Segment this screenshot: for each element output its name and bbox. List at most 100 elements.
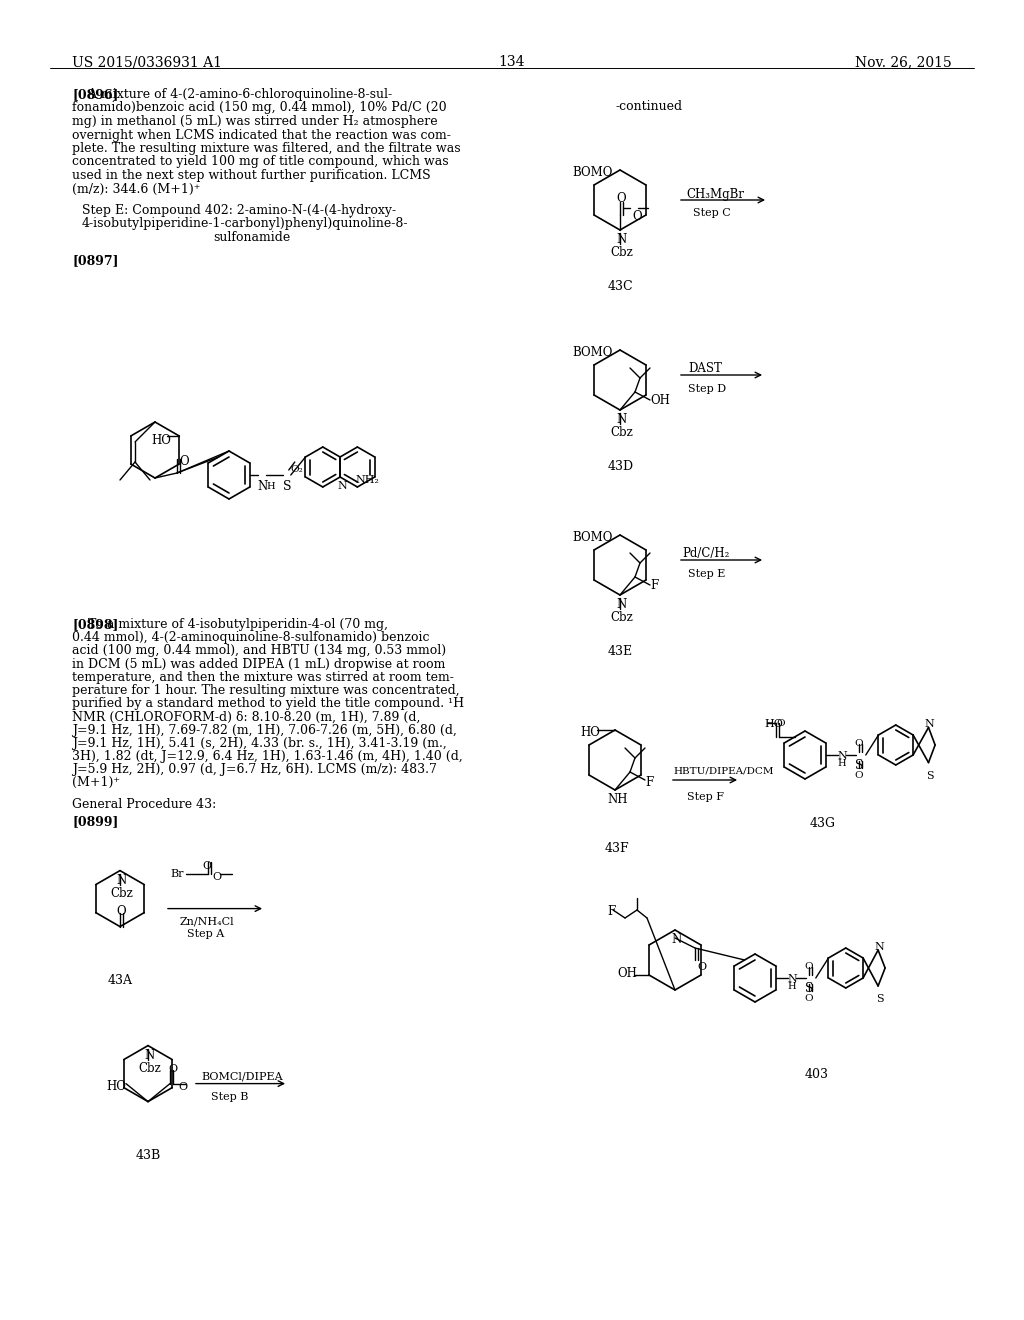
Text: J=9.1 Hz, 1H), 5.41 (s, 2H), 4.33 (br. s., 1H), 3.41-3.19 (m.,: J=9.1 Hz, 1H), 5.41 (s, 2H), 4.33 (br. s… — [72, 737, 446, 750]
Text: BOMCl/DIPEA: BOMCl/DIPEA — [201, 1072, 283, 1081]
Text: Zn/NH₄Cl: Zn/NH₄Cl — [180, 916, 234, 927]
Text: 3H), 1.82 (dt, J=12.9, 6.4 Hz, 1H), 1.63-1.46 (m, 4H), 1.40 (d,: 3H), 1.82 (dt, J=12.9, 6.4 Hz, 1H), 1.63… — [72, 750, 463, 763]
Text: (m/z): 344.6 (M+1)⁺: (m/z): 344.6 (M+1)⁺ — [72, 182, 201, 195]
Text: N: N — [874, 942, 884, 952]
Text: S: S — [805, 982, 813, 995]
Text: -continued: -continued — [615, 100, 682, 114]
Text: N: N — [616, 598, 627, 611]
Text: J=5.9 Hz, 2H), 0.97 (d, J=6.7 Hz, 6H). LCMS (m/z): 483.7: J=5.9 Hz, 2H), 0.97 (d, J=6.7 Hz, 6H). L… — [72, 763, 437, 776]
Text: H: H — [787, 982, 797, 991]
Text: To a mixture of 4-isobutylpiperidin-4-ol (70 mg,: To a mixture of 4-isobutylpiperidin-4-ol… — [72, 618, 388, 631]
Text: overnight when LCMS indicated that the reaction was com-: overnight when LCMS indicated that the r… — [72, 128, 451, 141]
Text: NMR (CHLOROFORM-d) δ: 8.10-8.20 (m, 1H), 7.89 (d,: NMR (CHLOROFORM-d) δ: 8.10-8.20 (m, 1H),… — [72, 710, 421, 723]
Text: CH₃MgBr: CH₃MgBr — [686, 187, 744, 201]
Text: N: N — [787, 974, 798, 983]
Text: H: H — [838, 759, 847, 768]
Text: HO: HO — [765, 719, 783, 729]
Text: N: N — [337, 480, 347, 491]
Text: Cbz: Cbz — [610, 426, 633, 440]
Text: F: F — [650, 579, 658, 591]
Text: 43E: 43E — [608, 645, 633, 657]
Text: Step E: Compound 402: 2-amino-N-(4-(4-hydroxy-: Step E: Compound 402: 2-amino-N-(4-(4-hy… — [82, 205, 396, 216]
Text: N: N — [671, 933, 681, 946]
Text: O: O — [855, 771, 863, 780]
Text: 43D: 43D — [608, 459, 634, 473]
Text: N: N — [144, 1048, 155, 1061]
Text: 43A: 43A — [108, 974, 133, 986]
Text: acid (100 mg, 0.44 mmol), and HBTU (134 mg, 0.53 mmol): acid (100 mg, 0.44 mmol), and HBTU (134 … — [72, 644, 446, 657]
Text: 43B: 43B — [136, 1148, 161, 1162]
Text: S: S — [877, 994, 884, 1005]
Text: F: F — [607, 906, 615, 917]
Text: O: O — [632, 210, 642, 223]
Text: fonamido)benzoic acid (150 mg, 0.44 mmol), 10% Pd/C (20: fonamido)benzoic acid (150 mg, 0.44 mmol… — [72, 102, 446, 115]
Text: [0899]: [0899] — [72, 816, 119, 829]
Text: [0898]: [0898] — [72, 618, 119, 631]
Text: 134: 134 — [499, 55, 525, 69]
Text: F: F — [645, 776, 653, 789]
Text: HO: HO — [106, 1080, 126, 1093]
Text: N: N — [925, 719, 934, 730]
Text: H: H — [267, 482, 275, 491]
Text: General Procedure 43:: General Procedure 43: — [72, 797, 216, 810]
Text: O: O — [178, 1081, 187, 1092]
Text: temperature, and then the mixture was stirred at room tem-: temperature, and then the mixture was st… — [72, 671, 454, 684]
Text: Step C: Step C — [693, 209, 731, 218]
Text: Cbz: Cbz — [610, 246, 633, 259]
Text: O: O — [179, 455, 188, 469]
Text: OH: OH — [617, 968, 637, 979]
Text: [0896]: [0896] — [72, 88, 119, 102]
Text: NH₂: NH₂ — [355, 475, 379, 484]
Text: 43G: 43G — [810, 817, 836, 830]
Text: perature for 1 hour. The resulting mixture was concentrated,: perature for 1 hour. The resulting mixtu… — [72, 684, 460, 697]
Text: O: O — [212, 871, 221, 882]
Text: Step E: Step E — [688, 569, 725, 579]
Text: used in the next step without further purification. LCMS: used in the next step without further pu… — [72, 169, 431, 182]
Text: in DCM (5 mL) was added DIPEA (1 mL) dropwise at room: in DCM (5 mL) was added DIPEA (1 mL) dro… — [72, 657, 445, 671]
Text: N: N — [258, 480, 268, 492]
Text: sulfonamide: sulfonamide — [213, 231, 291, 244]
Text: 4-isobutylpiperidine-1-carbonyl)phenyl)quinoline-8-: 4-isobutylpiperidine-1-carbonyl)phenyl)q… — [82, 218, 409, 231]
Text: Cbz: Cbz — [610, 611, 633, 624]
Text: plete. The resulting mixture was filtered, and the filtrate was: plete. The resulting mixture was filtere… — [72, 143, 461, 154]
Text: N: N — [616, 234, 627, 246]
Text: HO: HO — [152, 434, 171, 447]
Text: O₂: O₂ — [291, 465, 303, 474]
Text: mg) in methanol (5 mL) was stirred under H₂ atmosphere: mg) in methanol (5 mL) was stirred under… — [72, 115, 437, 128]
Text: O: O — [805, 994, 813, 1003]
Text: O: O — [616, 191, 626, 205]
Text: Nov. 26, 2015: Nov. 26, 2015 — [855, 55, 952, 69]
Text: Cbz: Cbz — [138, 1061, 161, 1074]
Text: concentrated to yield 100 mg of title compound, which was: concentrated to yield 100 mg of title co… — [72, 156, 449, 169]
Text: O: O — [168, 1064, 177, 1073]
Text: (M+1)⁺: (M+1)⁺ — [72, 776, 120, 789]
Text: HO: HO — [580, 726, 600, 739]
Text: J=9.1 Hz, 1H), 7.69-7.82 (m, 1H), 7.06-7.26 (m, 5H), 6.80 (d,: J=9.1 Hz, 1H), 7.69-7.82 (m, 1H), 7.06-7… — [72, 723, 457, 737]
Text: 43F: 43F — [605, 842, 630, 855]
Text: Step B: Step B — [211, 1092, 249, 1102]
Text: O: O — [697, 962, 707, 972]
Text: Cbz: Cbz — [110, 887, 133, 900]
Text: Step D: Step D — [688, 384, 726, 393]
Text: US 2015/0336931 A1: US 2015/0336931 A1 — [72, 55, 222, 69]
Text: 43C: 43C — [608, 280, 634, 293]
Text: N: N — [838, 751, 848, 762]
Text: BOMO: BOMO — [572, 346, 612, 359]
Text: N: N — [116, 874, 126, 887]
Text: S: S — [855, 759, 863, 772]
Text: DAST: DAST — [688, 362, 722, 375]
Text: O: O — [202, 861, 211, 871]
Text: N: N — [616, 413, 627, 426]
Text: BOMO: BOMO — [572, 166, 612, 180]
Text: Step F: Step F — [687, 792, 724, 803]
Text: HBTU/DIPEA/DCM: HBTU/DIPEA/DCM — [673, 766, 773, 775]
Text: [0897]: [0897] — [72, 253, 119, 267]
Text: S: S — [283, 480, 291, 492]
Text: O: O — [116, 904, 126, 917]
Text: 0.44 mmol), 4-(2-aminoquinoline-8-sulfonamido) benzoic: 0.44 mmol), 4-(2-aminoquinoline-8-sulfon… — [72, 631, 429, 644]
Text: Step A: Step A — [187, 928, 224, 939]
Text: 403: 403 — [805, 1068, 829, 1081]
Text: OH: OH — [650, 393, 670, 407]
Text: O: O — [805, 962, 813, 972]
Text: purified by a standard method to yield the title compound. ¹H: purified by a standard method to yield t… — [72, 697, 464, 710]
